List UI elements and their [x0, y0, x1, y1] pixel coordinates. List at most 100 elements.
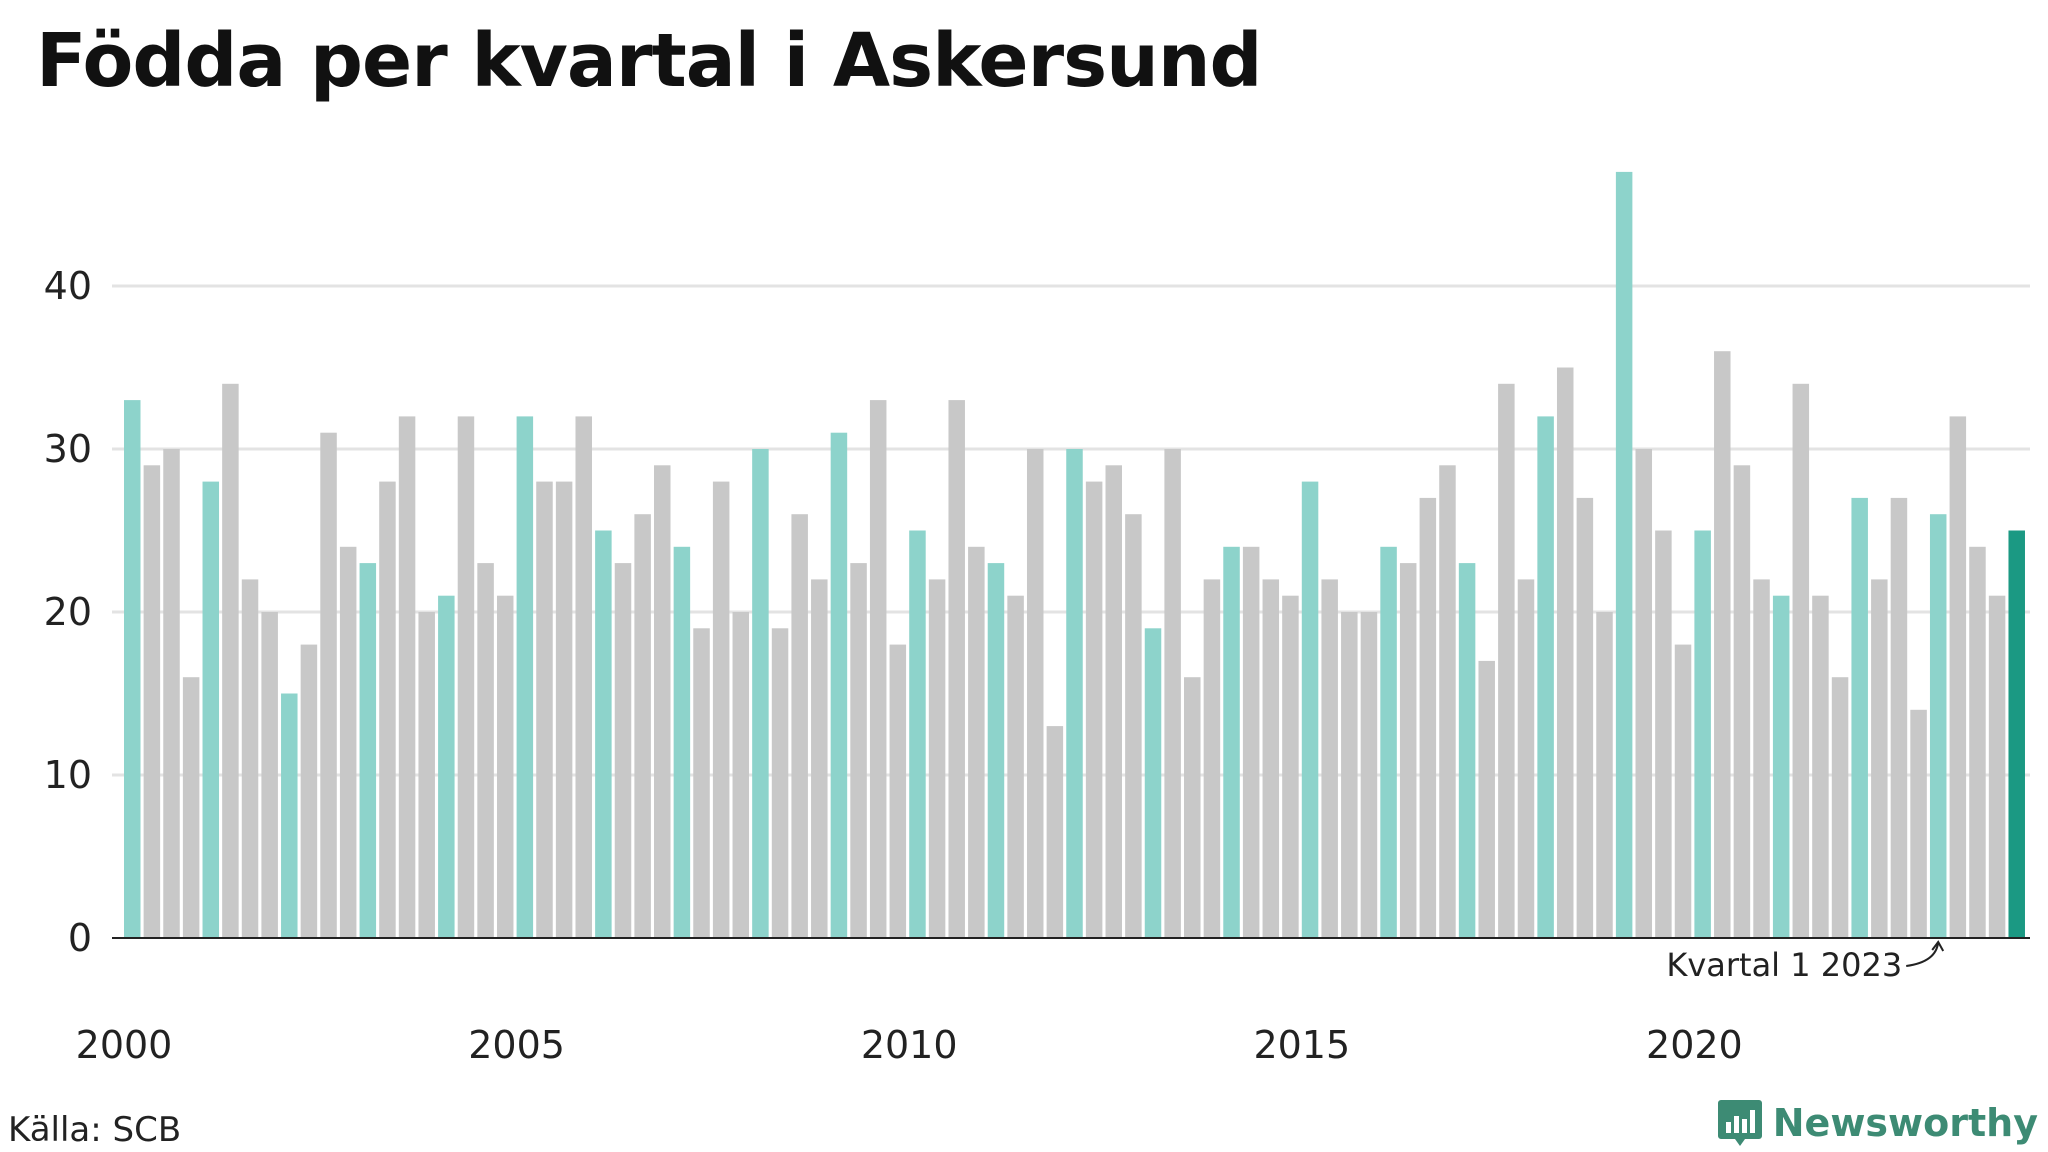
bar-2003-q1 — [359, 563, 377, 938]
bar-2004-q3 — [477, 563, 494, 938]
x-tick-label: 2010 — [861, 1023, 958, 1067]
bar-2023-q3 — [1969, 546, 1986, 938]
bar-2020-q4 — [1753, 579, 1770, 938]
bar-2000-q2 — [143, 465, 161, 938]
x-tick-label: 2020 — [1646, 1023, 1743, 1067]
bar-2017-q2 — [1478, 660, 1495, 938]
bar-2022-q1 — [1851, 497, 1868, 938]
bar-2011-q3 — [1026, 449, 1044, 938]
bar-2012-q3 — [1105, 465, 1122, 938]
bar-2022-q3 — [1890, 497, 1908, 938]
bar-2004-q2 — [457, 416, 475, 938]
bar-2007-q3 — [712, 481, 730, 938]
bar-2016-q3 — [1419, 497, 1437, 938]
bar-2016-q4 — [1439, 465, 1456, 938]
x-tick-label: 2000 — [76, 1023, 173, 1067]
brand-name: Newsworthy — [1772, 1101, 2038, 1145]
bar-2005-q3 — [555, 481, 573, 938]
bar-2010-q2 — [928, 579, 946, 938]
x-tick-label: 2005 — [468, 1023, 565, 1067]
x-axis-labels: 2000 2005 2010 2015 2020 — [76, 1023, 1743, 1067]
bar-2013-q1 — [1144, 628, 1162, 938]
bar-2003-q2 — [379, 481, 396, 938]
bar-2021-q2 — [1792, 383, 1810, 938]
bar-2006-q1 — [595, 530, 612, 938]
bar-2010-q4 — [968, 546, 985, 938]
x-tick-label: 2015 — [1253, 1023, 1350, 1067]
bar-2017-q1 — [1458, 563, 1476, 938]
bar-2018-q3 — [1576, 497, 1594, 938]
bar-2012-q1 — [1066, 449, 1083, 938]
bars — [124, 171, 2025, 939]
y-tick-label: 30 — [44, 427, 92, 471]
bar-2019-q3 — [1655, 530, 1672, 938]
newsworthy-logo-icon — [1717, 1100, 1762, 1146]
bar-2014-q3 — [1262, 579, 1280, 938]
bar-2012-q4 — [1125, 514, 1142, 938]
bar-2015-q2 — [1321, 579, 1338, 938]
bar-2007-q2 — [693, 628, 710, 938]
bar-2015-q3 — [1341, 612, 1358, 938]
bar-2000-q3 — [163, 449, 180, 938]
bar-2023-q4 — [1988, 595, 2006, 938]
bar-2001-q4 — [261, 612, 278, 938]
bar-2016-q1 — [1380, 546, 1397, 938]
bar-2024-q1 — [2008, 530, 2025, 938]
annotation: Kvartal 1 2023 — [1666, 940, 1945, 984]
bar-2005-q2 — [536, 481, 553, 938]
source-note: Källa: SCB — [8, 1110, 182, 1150]
bar-2019-q2 — [1635, 449, 1653, 938]
bar-2001-q2 — [222, 383, 239, 938]
bar-2013-q4 — [1203, 579, 1221, 938]
bar-2004-q1 — [438, 595, 455, 938]
bar-2017-q4 — [1517, 579, 1535, 938]
y-tick-label: 40 — [44, 264, 92, 308]
bar-2002-q3 — [320, 432, 337, 938]
bar-2007-q1 — [673, 546, 691, 938]
bar-2017-q3 — [1498, 383, 1515, 938]
annotation-label: Kvartal 1 2023 — [1666, 946, 1902, 984]
bar-2009-q1 — [830, 432, 848, 938]
bar-2019-q4 — [1674, 644, 1692, 938]
bar-2020-q2 — [1714, 351, 1731, 938]
bar-2002-q4 — [339, 546, 357, 938]
bar-2014-q1 — [1223, 546, 1240, 938]
bar-2008-q4 — [811, 579, 828, 938]
bar-2020-q1 — [1694, 530, 1711, 938]
bar-2019-q1 — [1615, 171, 1633, 938]
bar-2005-q4 — [575, 416, 592, 938]
bar-2015-q1 — [1301, 481, 1319, 938]
bar-2015-q4 — [1360, 612, 1378, 938]
bar-2020-q3 — [1733, 465, 1751, 938]
bar-2003-q4 — [418, 612, 435, 938]
bar-2011-q2 — [1007, 595, 1024, 938]
bar-2018-q4 — [1596, 612, 1613, 938]
bar-2002-q1 — [281, 693, 298, 938]
bar-2012-q2 — [1085, 481, 1103, 938]
bar-2023-q2 — [1949, 416, 1967, 938]
y-tick-label: 10 — [44, 753, 92, 797]
brand-logo: Newsworthy — [1717, 1098, 2038, 1148]
bar-2007-q4 — [732, 612, 750, 938]
bar-2010-q1 — [909, 530, 926, 938]
bar-2022-q2 — [1871, 579, 1888, 938]
bar-2011-q4 — [1046, 726, 1064, 938]
bar-2021-q3 — [1812, 595, 1829, 938]
bar-2013-q2 — [1164, 449, 1181, 938]
bar-2008-q3 — [791, 514, 808, 938]
bar-2000-q1 — [124, 400, 141, 939]
bar-2009-q2 — [850, 563, 867, 938]
bar-2006-q3 — [634, 514, 651, 938]
chart-title: Födda per kvartal i Askersund — [36, 18, 1262, 104]
bar-2016-q2 — [1399, 563, 1417, 938]
y-axis-labels: 0 10 20 30 40 — [44, 264, 92, 960]
bar-2000-q4 — [182, 677, 200, 938]
bar-2008-q2 — [771, 628, 789, 938]
bar-2021-q4 — [1831, 677, 1849, 938]
bar-2001-q3 — [241, 579, 259, 938]
annotation-arrow — [1906, 940, 1945, 967]
bar-2011-q1 — [987, 563, 1005, 938]
bar-2013-q3 — [1184, 677, 1201, 938]
y-tick-label: 20 — [44, 590, 92, 634]
bar-2018-q1 — [1537, 416, 1554, 938]
